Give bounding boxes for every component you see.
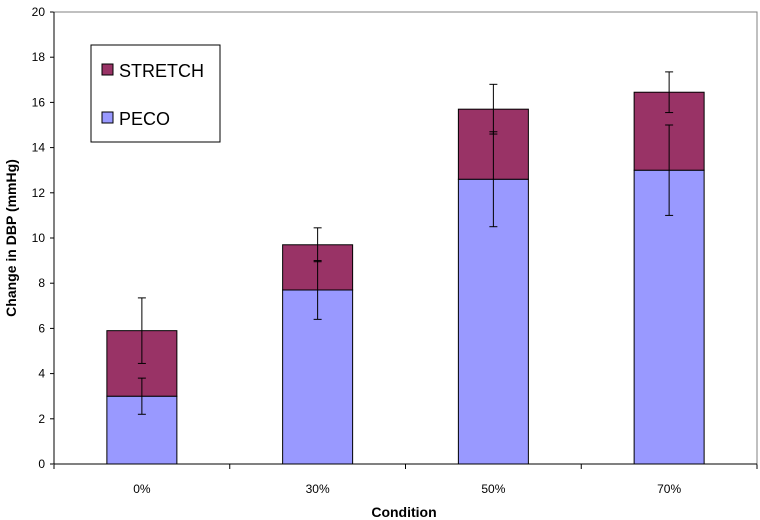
x-tick-label: 50%: [481, 482, 505, 496]
y-axis-title: Change in DBP (mmHg): [3, 159, 19, 317]
x-axis-title: Condition: [371, 504, 436, 520]
bar-peco-4: [633, 169, 705, 465]
x-axis-ticks: 0% 30% 50% 70%: [53, 464, 758, 496]
legend: STRETCH PECO: [90, 44, 221, 143]
legend-label-stretch: STRETCH: [119, 61, 204, 81]
error-bar-stretch-1: [137, 297, 146, 364]
y-tick-label: 0: [38, 457, 45, 471]
y-tick-label: 20: [32, 5, 46, 19]
legend-box: [90, 44, 221, 143]
y-tick-label: 2: [38, 412, 45, 426]
y-tick-label: 10: [32, 231, 46, 245]
y-axis-ticks: 0 2 4 6 8 10 12 14 16 18 20: [32, 5, 54, 471]
bars-layer: [106, 91, 705, 465]
y-tick-label: 6: [38, 321, 45, 335]
y-tick-label: 12: [32, 186, 46, 200]
y-tick-label: 14: [32, 141, 46, 155]
y-tick-label: 18: [32, 50, 46, 64]
error-bar-stretch-2: [313, 227, 322, 263]
error-bar-stretch-3: [489, 83, 498, 135]
x-tick-label: 70%: [657, 482, 681, 496]
legend-label-peco: PECO: [119, 109, 170, 129]
y-tick-label: 8: [38, 276, 45, 290]
error-bar-peco-1: [137, 377, 146, 415]
x-tick-label: 0%: [133, 482, 151, 496]
y-tick-label: 16: [32, 95, 46, 109]
error-bar-peco-4: [665, 124, 674, 216]
y-tick-label: 4: [38, 367, 45, 381]
error-bars-layer: [137, 71, 674, 415]
x-tick-label: 30%: [306, 482, 330, 496]
error-bar-stretch-4: [665, 71, 674, 114]
legend-swatch-stretch: [101, 63, 114, 76]
legend-swatch-peco: [101, 111, 114, 124]
